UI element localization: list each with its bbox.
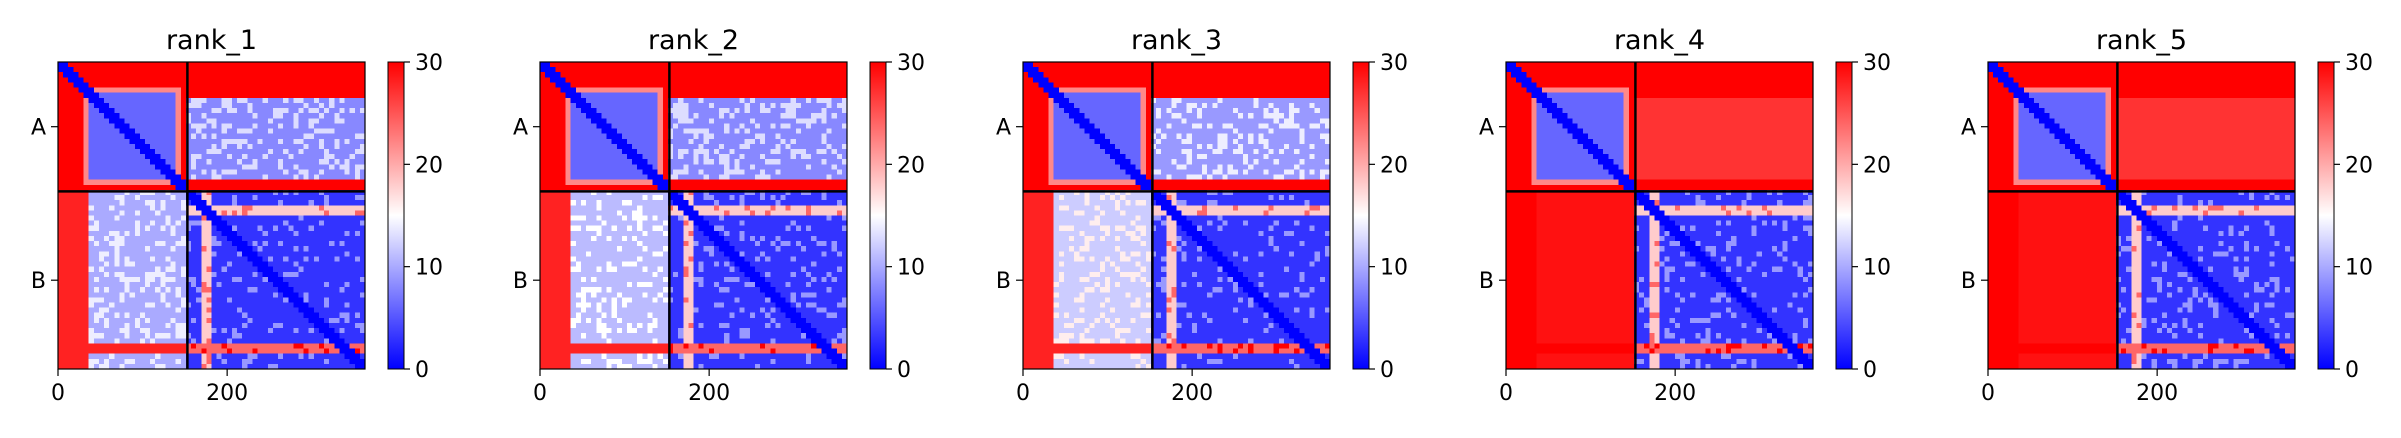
chain-label: B — [31, 269, 46, 294]
chain-label: B — [1479, 269, 1494, 294]
colorbar-tick-label: 10 — [2345, 256, 2373, 281]
panel-title: rank_2 — [648, 25, 739, 56]
heatmap-frame — [1505, 61, 1814, 370]
colorbar-tick-label: 30 — [1380, 51, 1408, 76]
panel-title: rank_3 — [1131, 25, 1222, 56]
heatmap-cells — [1023, 62, 1331, 370]
colorbar-tick-label: 10 — [897, 256, 925, 281]
colorbar-tick-label: 10 — [1863, 256, 1891, 281]
pae-panel: rank_5 A B 0 200 0 10 20 30 — [1961, 25, 2373, 406]
colorbar-tick-label: 10 — [415, 256, 443, 281]
colorbar-tick-label: 0 — [1863, 358, 1877, 383]
colorbar-tick-label: 0 — [1380, 358, 1394, 383]
colorbar — [1835, 61, 1853, 370]
heatmap-cells — [540, 62, 848, 370]
chain-label: A — [1961, 116, 1976, 141]
x-tick-label: 200 — [2136, 381, 2178, 406]
x-tick-label: 200 — [206, 381, 248, 406]
x-tick-label: 200 — [1654, 381, 1696, 406]
x-tick-label: 0 — [1016, 381, 1030, 406]
heatmap-frame — [539, 61, 848, 370]
colorbar-tick-label: 30 — [2345, 51, 2373, 76]
chain-label: A — [31, 116, 46, 141]
colorbar-tick-label: 30 — [415, 51, 443, 76]
colorbar-tick-label: 0 — [415, 358, 429, 383]
panel-title: rank_4 — [1614, 25, 1705, 56]
colorbar-tick-label: 20 — [2345, 153, 2373, 178]
pae-panel: rank_2 A B 0 200 0 10 20 30 — [513, 25, 925, 406]
heatmap-cells — [58, 62, 366, 370]
chain-label: B — [1961, 269, 1976, 294]
heatmap-cells — [1506, 62, 1814, 370]
pae-panel: rank_1 A B 0 200 0 10 20 30 — [31, 25, 443, 406]
colorbar-tick-label: 20 — [1380, 153, 1408, 178]
chain-label: B — [513, 269, 528, 294]
colorbar-tick-label: 20 — [1863, 153, 1891, 178]
colorbar — [869, 61, 887, 370]
heatmap-frame — [1022, 61, 1331, 370]
panel-title: rank_5 — [2096, 25, 2187, 56]
x-tick-label: 0 — [1499, 381, 1513, 406]
colorbar-tick-label: 20 — [415, 153, 443, 178]
x-tick-label: 200 — [688, 381, 730, 406]
pae-panel: rank_3 A B 0 200 0 10 20 30 — [996, 25, 1408, 406]
colorbar-tick-label: 0 — [2345, 358, 2359, 383]
colorbar-tick-label: 10 — [1380, 256, 1408, 281]
panel-title: rank_1 — [166, 25, 257, 56]
colorbar-tick-label: 30 — [1863, 51, 1891, 76]
x-tick-label: 0 — [533, 381, 547, 406]
pae-panel: rank_4 A B 0 200 0 10 20 30 — [1479, 25, 1891, 406]
chain-label: A — [1479, 116, 1494, 141]
colorbar-tick-label: 0 — [897, 358, 911, 383]
heatmap-frame — [1987, 61, 2296, 370]
colorbar — [2317, 61, 2335, 370]
chain-label: B — [996, 269, 1011, 294]
colorbar-tick-label: 20 — [897, 153, 925, 178]
x-tick-label: 0 — [1981, 381, 1995, 406]
chain-label: A — [513, 116, 528, 141]
heatmap-frame — [57, 61, 366, 370]
heatmap-cells — [1988, 62, 2296, 370]
colorbar — [387, 61, 405, 370]
x-tick-label: 200 — [1171, 381, 1213, 406]
colorbar — [1352, 61, 1370, 370]
x-tick-label: 0 — [51, 381, 65, 406]
chain-label: A — [996, 116, 1011, 141]
colorbar-tick-label: 30 — [897, 51, 925, 76]
